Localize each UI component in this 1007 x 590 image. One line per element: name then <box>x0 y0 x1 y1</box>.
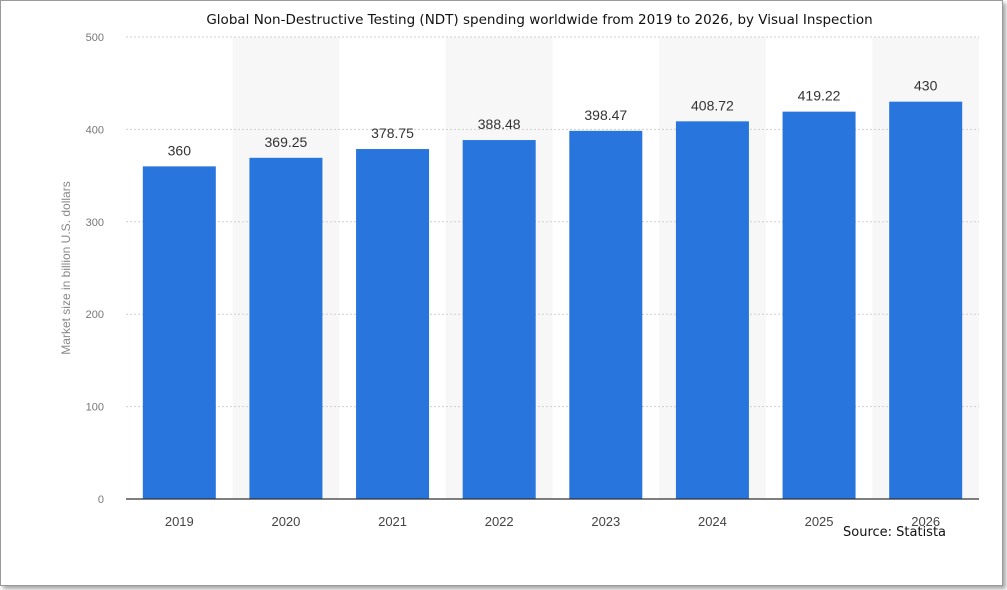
bar <box>249 157 323 500</box>
bar <box>142 166 216 500</box>
bar <box>356 149 430 499</box>
x-tick-label: 2025 <box>805 514 834 529</box>
bar <box>782 111 856 499</box>
bar <box>889 101 963 500</box>
x-tick-label: 2026 <box>911 514 940 529</box>
data-label: 419.22 <box>798 88 841 104</box>
data-label: 398.47 <box>584 107 627 123</box>
y-tick-label: 200 <box>86 309 104 321</box>
x-tick-label: 2020 <box>271 514 300 529</box>
y-tick-label: 0 <box>98 494 104 506</box>
bar <box>462 140 536 499</box>
x-tick-label: 2021 <box>378 514 407 529</box>
x-tick-label: 2022 <box>485 514 514 529</box>
chart-title: Global Non-Destructive Testing (NDT) spe… <box>206 12 873 28</box>
bar <box>569 130 643 499</box>
y-tick-label: 500 <box>86 32 104 44</box>
x-tick-label: 2023 <box>591 514 620 529</box>
data-label: 369.25 <box>265 134 308 150</box>
y-axis-label: Market size in billion U.S. dollars <box>59 181 73 354</box>
y-tick-label: 100 <box>86 402 104 414</box>
y-tick-label: 300 <box>86 217 104 229</box>
data-label: 378.75 <box>371 125 414 141</box>
data-label: 360 <box>168 142 192 158</box>
x-tick-label: 2024 <box>698 514 727 529</box>
data-label: 430 <box>914 78 938 94</box>
source-note: Source: Statista <box>843 525 947 540</box>
x-tick-label: 2019 <box>165 514 194 529</box>
data-label: 388.48 <box>478 116 521 132</box>
y-tick-label: 400 <box>86 124 104 136</box>
data-label: 408.72 <box>691 97 734 113</box>
bar <box>675 121 749 500</box>
